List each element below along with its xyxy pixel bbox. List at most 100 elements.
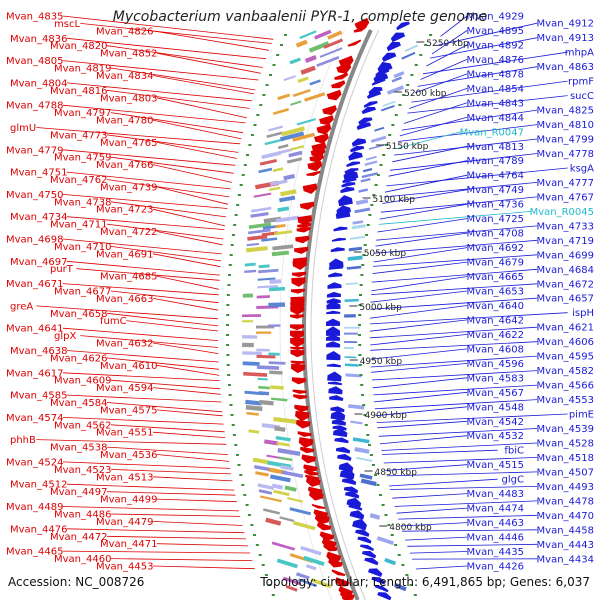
label-leader-line xyxy=(156,97,247,119)
reverse-gene-label: Mvan_4810 xyxy=(537,120,594,131)
reverse-feature-bar xyxy=(346,265,362,270)
label-leader-line xyxy=(389,486,538,490)
label-leader-line xyxy=(110,558,253,561)
label-leader-line xyxy=(110,67,256,91)
cog-feature-bar xyxy=(278,456,293,462)
cog-feature-bar xyxy=(314,29,332,40)
cog-feature-bar xyxy=(256,348,270,352)
cog-feature-bar xyxy=(269,474,291,483)
label-leader-line xyxy=(110,469,232,475)
cog-feature-bar xyxy=(300,545,322,556)
reverse-gene-arrow xyxy=(390,32,406,43)
label-leader-line xyxy=(62,194,228,209)
forward-gene-label: Mvan_4834 xyxy=(96,71,153,82)
label-leader-line xyxy=(36,127,241,145)
forward-gene-arrow xyxy=(304,470,319,476)
label-leader-line xyxy=(389,153,538,171)
reverse-feature-bar xyxy=(347,255,363,261)
cog-feature-bar xyxy=(270,385,284,390)
label-leader-line xyxy=(156,454,230,462)
cog-feature-bar xyxy=(295,572,310,580)
cog-feature-bar xyxy=(269,286,286,292)
guide-dot xyxy=(237,194,241,196)
label-leader-line xyxy=(156,142,237,159)
cog-feature-bar xyxy=(280,189,297,197)
label-leader-line xyxy=(415,565,468,570)
cog-feature-bar xyxy=(268,125,284,132)
forward-gene-arrow xyxy=(295,235,310,244)
label-leader-line xyxy=(62,60,259,81)
guide-dot xyxy=(413,594,417,596)
label-leader-line xyxy=(106,179,230,198)
guide-dot xyxy=(419,54,423,56)
reverse-gene-label: Mvan_4566 xyxy=(537,381,594,392)
forward-gene-label: Mvan_4512 xyxy=(10,480,67,491)
reverse-gene-label: Mvan_4435 xyxy=(467,547,524,558)
label-leader-line xyxy=(106,357,220,370)
guide-dot xyxy=(358,344,362,346)
label-leader-line xyxy=(422,51,568,75)
reverse-gene-arrow xyxy=(361,106,376,115)
reverse-feature-bar xyxy=(345,282,359,285)
cog-feature-bar xyxy=(284,485,297,492)
forward-gene-arrow xyxy=(319,531,335,541)
reverse-gene-label: Mvan_4434 xyxy=(537,554,594,565)
cog-feature-bar xyxy=(241,320,254,323)
label-leader-line xyxy=(62,372,220,381)
guide-dot xyxy=(229,254,233,256)
label-leader-line xyxy=(382,189,468,204)
label-leader-line xyxy=(369,319,468,332)
cog-feature-bar xyxy=(277,143,289,150)
reverse-gene-label: Mvan_4507 xyxy=(537,467,594,478)
label-leader-line xyxy=(106,402,223,413)
label-leader-line xyxy=(409,551,468,554)
cog-feature-bar xyxy=(289,145,305,151)
guide-dot xyxy=(376,484,380,486)
label-leader-line xyxy=(110,379,221,390)
forward-gene-label: Mvan_4697 xyxy=(10,257,67,268)
guide-dot xyxy=(409,584,413,586)
reverse-gene-label: Mvan_4854 xyxy=(467,84,524,95)
guide-dot xyxy=(259,104,263,106)
guide-dot xyxy=(241,174,245,176)
forward-gene-arrow xyxy=(296,419,311,429)
label-leader-line xyxy=(370,348,468,360)
label-leader-line xyxy=(110,424,225,433)
label-leader-line xyxy=(395,131,462,150)
reverse-gene-label: Mvan_4813 xyxy=(467,142,524,153)
reverse-gene-arrow xyxy=(326,291,342,298)
reverse-gene-label: Mvan_4446 xyxy=(467,533,524,544)
reverse-gene-label: Mvan_4470 xyxy=(537,511,594,522)
reverse-gene-arrow xyxy=(332,428,348,438)
label-leader-line xyxy=(36,439,227,445)
reverse-gene-arrow xyxy=(329,395,344,401)
forward-gene-arrow xyxy=(299,201,315,210)
scale-tick-label: 5100 kbp xyxy=(373,195,416,205)
guide-dot xyxy=(368,444,371,446)
cog-feature-bar xyxy=(257,285,278,289)
label-leader-line xyxy=(392,493,468,499)
reverse-gene-arrow xyxy=(328,265,343,270)
label-leader-line xyxy=(66,82,252,102)
cog-feature-bar xyxy=(261,151,282,159)
forward-gene-arrow xyxy=(307,160,323,172)
guide-dot xyxy=(253,124,257,126)
label-leader-line xyxy=(106,535,247,540)
reverse-gene-label: Mvan_4876 xyxy=(467,55,524,66)
reverse-gene-arrow xyxy=(364,557,379,566)
guide-dot xyxy=(397,554,401,556)
label-leader-line xyxy=(152,208,225,227)
reverse-gene-label: glgC xyxy=(502,475,524,486)
label-leader-line xyxy=(62,461,231,469)
label-leader-line xyxy=(383,457,538,464)
cog-feature-bar xyxy=(276,148,293,155)
label-leader-line xyxy=(62,238,222,255)
guide-dot xyxy=(410,74,414,76)
cog-feature-bar xyxy=(271,397,288,402)
forward-gene-label: Mvan_4658 xyxy=(50,309,107,320)
label-leader-line xyxy=(373,391,468,403)
guide-dot xyxy=(229,404,233,406)
forward-gene-arrow xyxy=(316,522,332,531)
label-leader-line xyxy=(152,298,219,311)
label-leader-line xyxy=(62,104,246,124)
